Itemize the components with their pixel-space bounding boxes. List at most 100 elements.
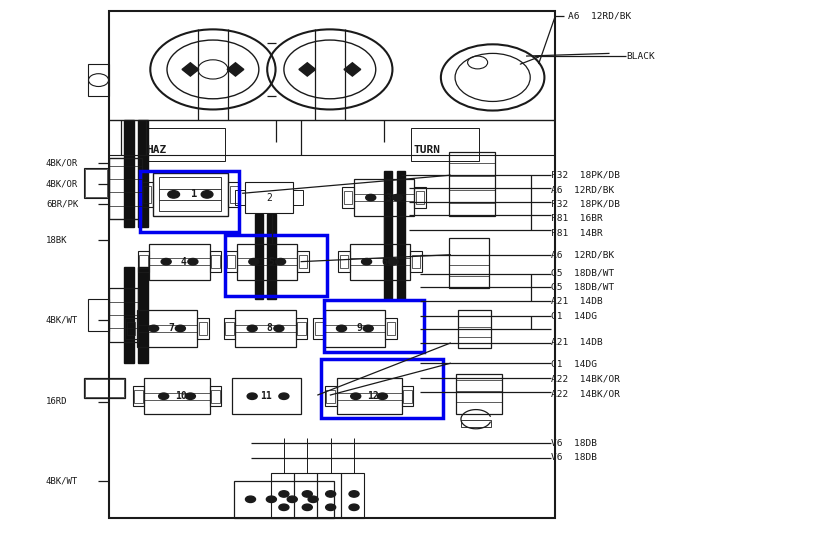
Bar [414, 187, 426, 208]
Bar [234, 481, 334, 518]
Bar [458, 310, 491, 348]
Text: 9: 9 [356, 324, 362, 333]
Circle shape [188, 258, 198, 265]
Bar [211, 390, 220, 403]
Circle shape [302, 491, 312, 497]
Bar [297, 252, 309, 272]
Circle shape [362, 258, 372, 265]
Polygon shape [344, 63, 361, 76]
Circle shape [266, 496, 276, 502]
Circle shape [351, 393, 361, 399]
Text: TURN: TURN [413, 145, 440, 154]
Bar [461, 420, 491, 427]
Circle shape [302, 504, 312, 511]
Circle shape [274, 325, 284, 332]
Bar [449, 152, 495, 216]
Bar [384, 171, 392, 299]
Bar [133, 386, 144, 406]
Bar [410, 252, 422, 272]
Bar [149, 244, 210, 280]
Text: 4BK/OR: 4BK/OR [46, 159, 78, 167]
Bar [267, 214, 276, 299]
Text: G5  18DB/WT: G5 18DB/WT [551, 283, 615, 292]
Bar [124, 267, 134, 363]
Bar [134, 390, 143, 403]
Bar [84, 378, 125, 398]
Circle shape [175, 325, 185, 332]
Text: 4BK/OR: 4BK/OR [46, 180, 78, 189]
Bar [228, 182, 240, 207]
Bar [385, 318, 397, 339]
Bar [337, 378, 402, 414]
Circle shape [161, 258, 171, 265]
Bar [138, 267, 148, 363]
Bar [227, 255, 235, 268]
Circle shape [279, 491, 289, 497]
Bar [403, 390, 412, 403]
Circle shape [326, 491, 336, 497]
Bar [245, 182, 293, 213]
Text: 4BK/WT: 4BK/WT [46, 316, 78, 325]
Circle shape [349, 504, 359, 511]
Bar [211, 255, 220, 268]
Circle shape [308, 496, 318, 502]
Circle shape [363, 325, 373, 332]
Text: C1  14DG: C1 14DG [551, 312, 597, 320]
Circle shape [326, 504, 336, 511]
Bar [109, 11, 555, 518]
Text: 12: 12 [367, 391, 379, 401]
Bar [124, 120, 134, 227]
Bar [224, 318, 235, 339]
Bar [88, 64, 109, 96]
Circle shape [159, 393, 169, 399]
Text: A21  14DB: A21 14DB [551, 339, 603, 347]
Text: BLACK: BLACK [626, 52, 655, 60]
Text: 1: 1 [191, 190, 198, 199]
Text: A21  14DB: A21 14DB [551, 297, 603, 306]
Text: C1  14DG: C1 14DG [551, 360, 597, 368]
Circle shape [337, 325, 347, 332]
Bar [326, 390, 335, 403]
Bar [456, 374, 502, 414]
Bar [344, 191, 352, 204]
Text: 18BK: 18BK [46, 236, 68, 245]
Text: 6BR/PK: 6BR/PK [46, 200, 78, 208]
Bar [315, 322, 323, 335]
Text: 7: 7 [168, 324, 175, 333]
Circle shape [201, 191, 213, 198]
Bar [84, 168, 109, 198]
Bar [342, 187, 354, 208]
Bar [88, 299, 109, 331]
Bar [144, 378, 210, 414]
Circle shape [279, 504, 289, 511]
Text: F81  16BR: F81 16BR [551, 214, 603, 223]
Polygon shape [227, 63, 244, 76]
Bar [140, 171, 239, 232]
Bar [138, 252, 149, 272]
Bar [127, 322, 135, 335]
Text: F32  18PK/DB: F32 18PK/DB [551, 200, 620, 208]
Bar [153, 173, 228, 216]
Circle shape [388, 258, 398, 265]
Text: 4BK/WT: 4BK/WT [46, 476, 78, 485]
Text: 6: 6 [381, 257, 387, 266]
Circle shape [249, 258, 259, 265]
Bar [397, 171, 405, 299]
Text: V6  18DB: V6 18DB [551, 453, 597, 462]
Bar [85, 169, 107, 197]
Bar [230, 186, 239, 203]
Circle shape [392, 194, 402, 201]
Text: A6  12RD/BK: A6 12RD/BK [568, 12, 631, 20]
Text: HAZ: HAZ [146, 145, 166, 154]
Bar [313, 318, 325, 339]
Polygon shape [299, 63, 316, 76]
Bar [210, 252, 221, 272]
Circle shape [366, 194, 376, 201]
Bar [325, 310, 385, 347]
Text: 8: 8 [266, 324, 273, 333]
Bar [340, 255, 348, 268]
Bar [199, 322, 207, 335]
Bar [271, 473, 294, 518]
Text: 4: 4 [180, 257, 187, 266]
Circle shape [276, 258, 286, 265]
